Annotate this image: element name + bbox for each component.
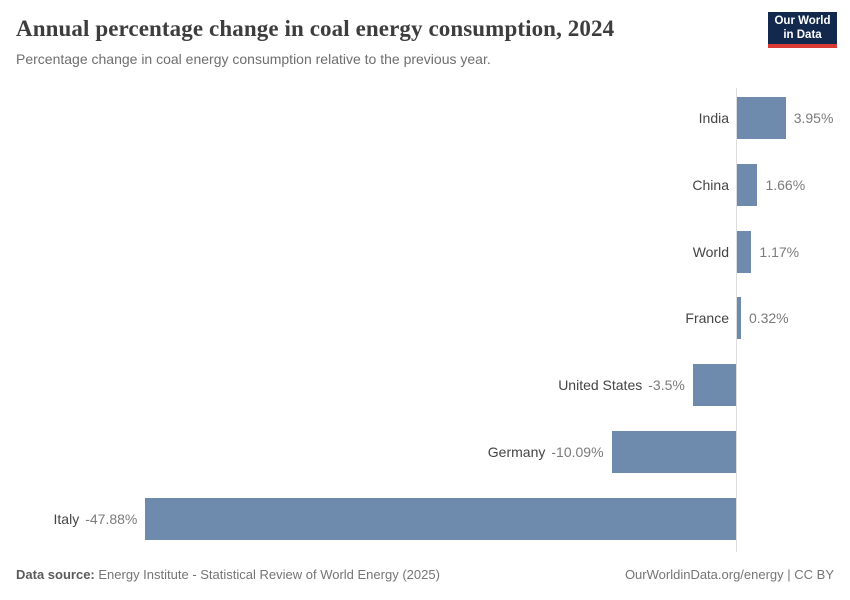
category-label-italy: Italy (53, 510, 80, 527)
chart-footer: Data source: Energy Institute - Statisti… (16, 567, 834, 582)
bar-france[interactable] (737, 297, 741, 340)
bar-germany[interactable] (611, 431, 736, 473)
zero-axis-line (736, 88, 737, 552)
category-label-united-states: United States (558, 377, 643, 394)
value-label-united-states: -3.5% (648, 377, 685, 394)
value-label-italy: -47.88% (85, 510, 138, 527)
label-group-germany: Germany -10.09% (488, 444, 604, 460)
bar-united-states[interactable] (692, 364, 736, 407)
bar-china[interactable] (737, 163, 758, 206)
credit-link[interactable]: OurWorldinData.org/energy | CC BY (624, 567, 834, 582)
value-label-world: 1.17% (759, 243, 800, 260)
label-group-italy: Italy -47.88% (54, 511, 138, 527)
owid-logo: Our World in Data (768, 12, 837, 48)
category-label-world: World (692, 243, 729, 260)
category-label-france: France (685, 310, 729, 327)
category-label-germany: Germany (487, 444, 546, 460)
value-label-india: 3.95% (793, 110, 834, 126)
value-label-france: 0.32% (748, 310, 789, 327)
owid-logo-line1: Our World (774, 14, 831, 27)
data-source: Data source: Energy Institute - Statisti… (16, 567, 440, 582)
category-label-india: India (698, 110, 729, 126)
category-label-china: China (692, 176, 729, 193)
value-label-china: 1.66% (765, 176, 806, 193)
bar-world[interactable] (737, 230, 752, 273)
page-title: Annual percentage change in coal energy … (16, 16, 615, 41)
data-source-text: Energy Institute - Statistical Review of… (98, 567, 440, 582)
value-label-germany: -10.09% (551, 444, 604, 460)
bar-chart: India 3.95% China 1.66% World 1.17% France 0.32… (0, 88, 850, 552)
bar-italy[interactable] (145, 497, 736, 540)
label-group-united-states: United States -3.5% (558, 377, 685, 393)
bar-india[interactable] (737, 97, 786, 139)
owid-logo-line2: in Data (783, 29, 822, 41)
chart-subtitle: Percentage change in coal energy consump… (16, 51, 491, 67)
data-source-label: Data source: (16, 567, 95, 582)
